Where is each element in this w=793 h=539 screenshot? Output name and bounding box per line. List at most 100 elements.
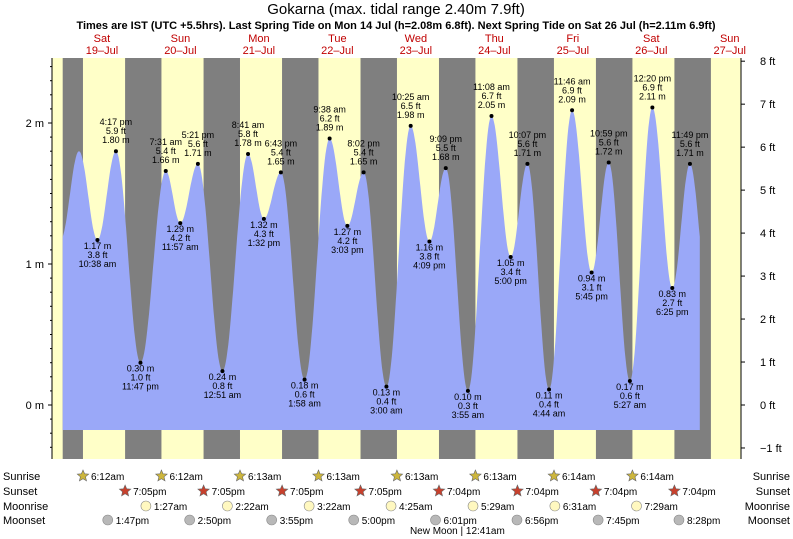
moonrise-time: 5:29am xyxy=(481,502,514,513)
tide-point xyxy=(178,221,183,226)
sunset-icon xyxy=(510,484,524,497)
low-tide-label: 4.2 ft xyxy=(170,233,191,243)
low-tide-label: 0.3 ft xyxy=(458,401,479,411)
m-tick-label: 0 m xyxy=(26,400,44,412)
high-tide-label: 1.71 m xyxy=(184,148,212,158)
moonrise-icon xyxy=(549,500,561,512)
sunrise-time: 6:14am xyxy=(562,472,595,483)
tide-point xyxy=(627,379,632,384)
axes: 0 m 1 m 2 m −1 ft 0 ft 1 ft 2 ft 3 ft 4 ft 5 ft 6 … xyxy=(26,56,782,459)
tide-point xyxy=(361,170,366,175)
sunset-icon xyxy=(354,484,367,497)
high-tide-label: 2.05 m xyxy=(478,100,506,110)
high-tide-label: 1.68 m xyxy=(432,152,460,162)
day-name: Wed xyxy=(405,33,427,45)
ft-tick-label: 0 ft xyxy=(760,400,775,412)
low-tide-label: 1.29 m xyxy=(166,224,194,234)
high-tide-label: 5.8 ft xyxy=(238,129,259,139)
ft-tick-label: 6 ft xyxy=(760,142,775,154)
high-tide-label: 1.65 m xyxy=(350,156,378,166)
tide-point xyxy=(408,123,413,128)
low-tide-label: 1.32 m xyxy=(250,220,278,230)
sunrise-icon xyxy=(312,469,325,482)
day-name: Sat xyxy=(643,33,660,45)
low-tide-label: 4:09 pm xyxy=(413,260,446,270)
high-tide-label: 8:02 pm xyxy=(347,138,380,148)
low-tide-label: 0.10 m xyxy=(454,392,482,402)
low-tide-label: 0.24 m xyxy=(209,372,237,382)
sun-moon-rows: Sunrise Sunrise Sunset Sunset Moonrise Moonri… xyxy=(3,469,790,537)
tide-area xyxy=(62,107,700,430)
sunset-icon xyxy=(118,484,132,497)
moonrise-time: 1:27am xyxy=(154,502,187,513)
sunset-time: 7:04pm xyxy=(682,487,715,498)
ft-tick-label: 2 ft xyxy=(760,314,775,326)
moonrise-time: 3:22am xyxy=(317,502,350,513)
high-tide-label: 2.09 m xyxy=(558,94,586,104)
low-tide-label: 12:51 am xyxy=(204,390,242,400)
moonset-time: 6:56pm xyxy=(525,516,558,527)
high-tide-label: 8:41 am xyxy=(232,120,265,130)
high-tide-label: 1.72 m xyxy=(595,146,623,156)
sunset-time: 7:04pm xyxy=(447,487,480,498)
high-tide-label: 9:09 pm xyxy=(430,134,463,144)
moonrise-time: 6:31am xyxy=(563,502,596,513)
moonrise-icon xyxy=(631,500,642,512)
low-tide-label: 0.94 m xyxy=(578,273,606,283)
high-tide-label: 6.5 ft xyxy=(401,101,422,111)
tide-point xyxy=(163,168,168,173)
low-tide-label: 1.27 m xyxy=(334,227,362,237)
tide-point xyxy=(606,160,611,165)
tide-point xyxy=(547,387,552,392)
low-tide-label: 3.8 ft xyxy=(87,250,108,260)
day-labels: Sat19–JulSun20–JulMon21–JulTue22–JulWed2… xyxy=(86,33,746,57)
high-tide-label: 2.11 m xyxy=(639,91,666,101)
moonset-icon xyxy=(430,514,441,526)
sunset-icon xyxy=(667,484,681,497)
low-tide-label: 4:44 am xyxy=(533,408,566,418)
high-tide-label: 11:08 am xyxy=(473,82,510,92)
day-name: Tue xyxy=(328,33,347,45)
moonset-time: 1:47pm xyxy=(116,516,149,527)
low-tide-label: 0.17 m xyxy=(616,382,644,392)
ft-tick-label: 7 ft xyxy=(760,99,775,111)
high-tide-label: 12:20 pm xyxy=(634,73,672,83)
high-tide-label: 1.98 m xyxy=(397,110,425,120)
high-tide-label: 5.6 ft xyxy=(680,139,701,149)
sunset-icon xyxy=(275,484,289,497)
high-tide-label: 1.89 m xyxy=(316,123,344,133)
sunrise-time: 6:13am xyxy=(326,472,359,483)
tide-point xyxy=(384,384,389,389)
sunset-icon xyxy=(432,484,446,497)
low-tide-label: 5:00 pm xyxy=(494,276,527,286)
moonset-icon xyxy=(511,514,523,526)
moonset-icon xyxy=(266,514,278,526)
tide-point xyxy=(427,239,432,244)
sunrise-icon xyxy=(625,469,639,482)
low-tide-label: 3.1 ft xyxy=(582,282,603,292)
low-tide-label: 4.3 ft xyxy=(254,229,275,239)
high-tide-label: 5.5 ft xyxy=(436,143,457,153)
high-tide-label: 1.65 m xyxy=(267,156,295,166)
ft-tick-label: 3 ft xyxy=(760,271,775,283)
day-date: 22–Jul xyxy=(321,45,353,57)
high-tide-label: 9:38 am xyxy=(313,105,346,115)
chart-subtitle: Times are IST (UTC +5.5hrs). Last Spring… xyxy=(76,20,715,32)
day-name: Mon xyxy=(248,33,269,45)
row-label-right: Moonset xyxy=(748,515,790,527)
low-tide-label: 3.4 ft xyxy=(501,267,522,277)
moonset-time: 8:28pm xyxy=(687,516,720,527)
sunrise-icon xyxy=(233,469,247,482)
low-tide-label: 1:32 pm xyxy=(248,238,281,248)
ft-tick-label: −1 ft xyxy=(760,443,782,455)
high-tide-label: 5:21 pm xyxy=(182,130,215,140)
m-tick-label: 2 m xyxy=(26,118,44,130)
row-label: Sunset xyxy=(3,486,37,498)
high-tide-label: 10:25 am xyxy=(392,92,430,102)
day-name: Fri xyxy=(566,33,579,45)
tide-point xyxy=(195,161,200,166)
moonset-time: 5:00pm xyxy=(362,516,395,527)
low-tide-label: 3:55 am xyxy=(452,410,485,420)
high-tide-label: 1.78 m xyxy=(234,138,262,148)
ft-tick-label: 4 ft xyxy=(760,228,775,240)
